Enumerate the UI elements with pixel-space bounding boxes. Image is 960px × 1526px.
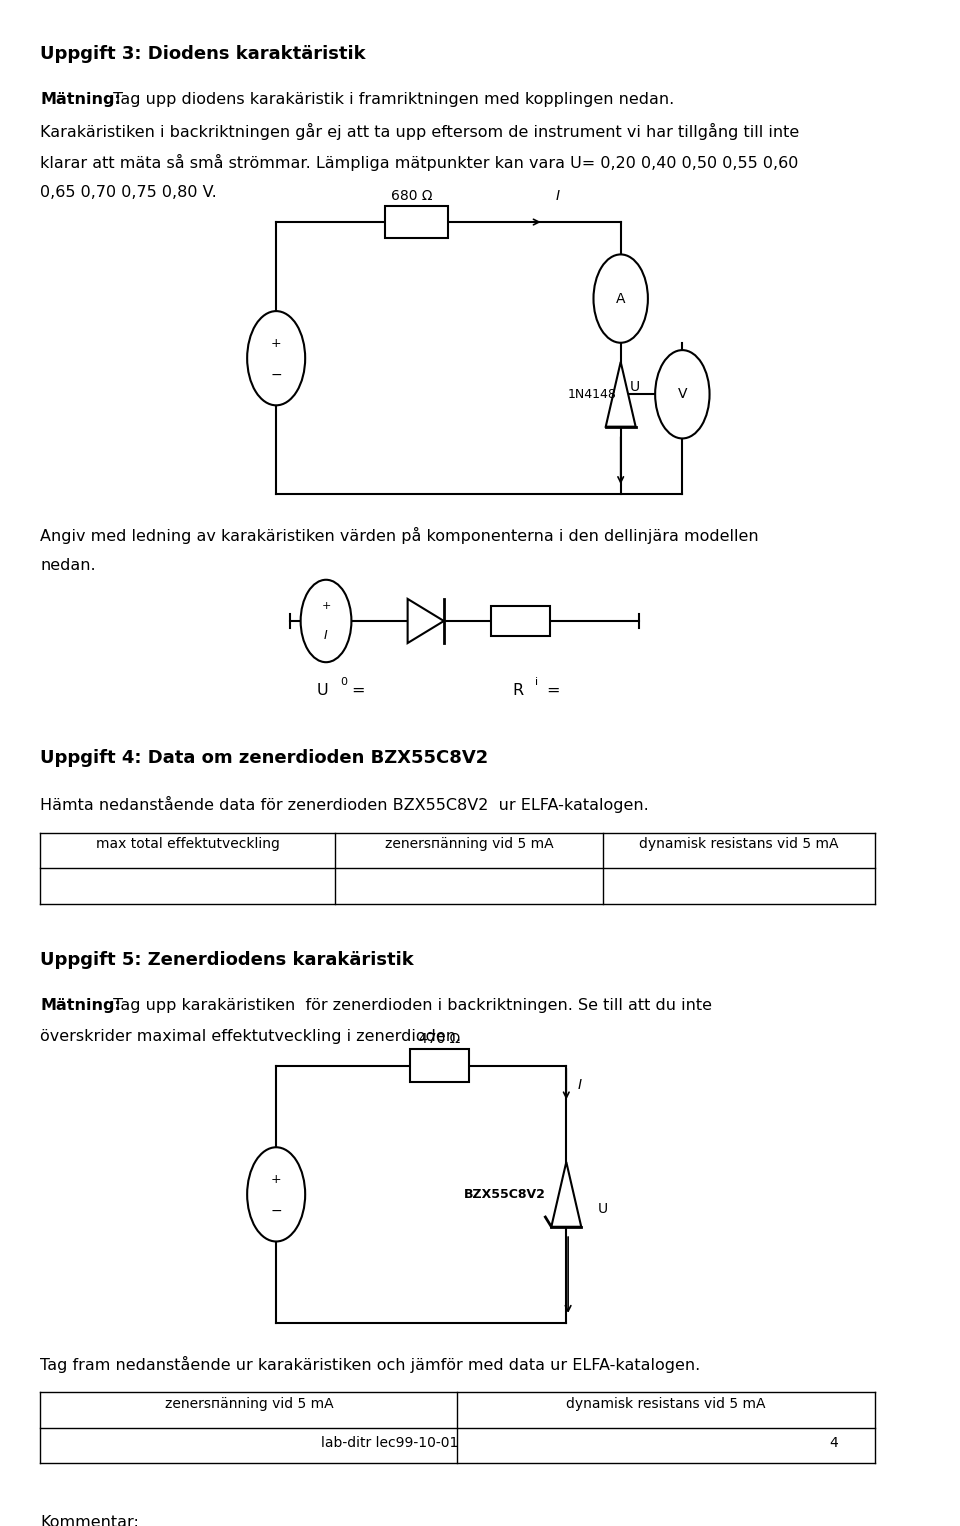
Bar [385,206,448,238]
Text: Karakäristiken i backriktningen går ej att ta upp eftersom de instrument vi har : Karakäristiken i backriktningen går ej a… [40,124,800,140]
Polygon shape [606,362,636,427]
Text: dynamisk resistans vid 5 mA: dynamisk resistans vid 5 mA [638,838,838,852]
Text: Hämta nedanstående data för zenerdioden BZX55C8V2  ur ELFA-katalogen.: Hämta nedanstående data för zenerdioden … [40,797,649,813]
Text: +: + [271,1173,281,1186]
Text: överskrider maximal effektutveckling i zenerdioden.: överskrider maximal effektutveckling i z… [40,1029,462,1044]
Text: Mätning:: Mätning: [40,998,121,1013]
Text: +: + [322,601,330,612]
Text: I: I [324,629,328,642]
Text: zenersпänning vid 5 mA: zenersпänning vid 5 mA [165,1396,333,1412]
Text: A: A [616,291,626,305]
Text: Uppgift 4: Data om zenerdioden BZX55C8V2: Uppgift 4: Data om zenerdioden BZX55C8V2 [40,749,489,768]
Text: =: = [351,682,365,697]
Text: Angiv med ledning av karakäristiken värden på komponenterna i den dellinjära mod: Angiv med ledning av karakäristiken värd… [40,526,759,543]
Text: zenersпänning vid 5 mA: zenersпänning vid 5 mA [385,838,553,852]
Text: 1N4148: 1N4148 [567,388,616,401]
Text: Mätning:: Mätning: [40,93,121,107]
Text: lab-ditr lec99-10-01: lab-ditr lec99-10-01 [322,1436,459,1450]
Text: BZX55C8V2: BZX55C8V2 [464,1187,546,1201]
Circle shape [593,255,648,343]
Text: 0: 0 [341,678,348,687]
Text: nedan.: nedan. [40,557,96,572]
Text: Tag fram nedanstående ur karakäristiken och jämför med data ur ELFA-katalogen.: Tag fram nedanstående ur karakäristiken … [40,1355,701,1372]
Text: +: + [271,337,281,349]
Text: ___________________________________________________________: ________________________________________… [116,1515,595,1526]
Text: U: U [630,380,640,394]
Text: I: I [577,1077,582,1091]
Text: R: R [512,682,523,697]
Polygon shape [408,598,444,642]
Circle shape [247,311,305,406]
Text: Tag upp karakäristiken  för zenerdioden i backriktningen. Se till att du inte: Tag upp karakäristiken för zenerdioden i… [108,998,711,1013]
Text: U: U [598,1202,608,1216]
Text: I: I [555,189,560,203]
Text: Kommentar:: Kommentar: [40,1515,139,1526]
Text: V: V [678,388,687,401]
Text: −: − [271,1204,282,1218]
Text: max total effektutveckling: max total effektutveckling [96,838,279,852]
Text: 0,65 0,70 0,75 0,80 V.: 0,65 0,70 0,75 0,80 V. [40,185,217,200]
Bar [410,1050,468,1082]
Circle shape [247,1148,305,1242]
Text: klarar att mäta så små strömmar. Lämpliga mätpunkter kan vara U= 0,20 0,40 0,50 : klarar att mäta så små strömmar. Lämplig… [40,154,799,171]
Text: =: = [546,682,560,697]
Text: i: i [536,678,539,687]
Text: U: U [317,682,328,697]
Text: −: − [271,368,282,382]
Text: 470 Ω: 470 Ω [419,1033,460,1047]
Text: 680 Ω: 680 Ω [392,189,433,203]
Text: Tag upp diodens karakäristik i framriktningen med kopplingen nedan.: Tag upp diodens karakäristik i framriktn… [108,93,674,107]
Text: Uppgift 5: Zenerdiodens karakäristik: Uppgift 5: Zenerdiodens karakäristik [40,951,414,969]
Text: Uppgift 3: Diodens karaktäristik: Uppgift 3: Diodens karaktäristik [40,46,366,64]
Polygon shape [551,1161,581,1227]
Circle shape [655,349,709,438]
Text: 4: 4 [829,1436,838,1450]
Text: dynamisk resistans vid 5 mA: dynamisk resistans vid 5 mA [566,1396,766,1412]
Bar [492,606,550,636]
Circle shape [300,580,351,662]
